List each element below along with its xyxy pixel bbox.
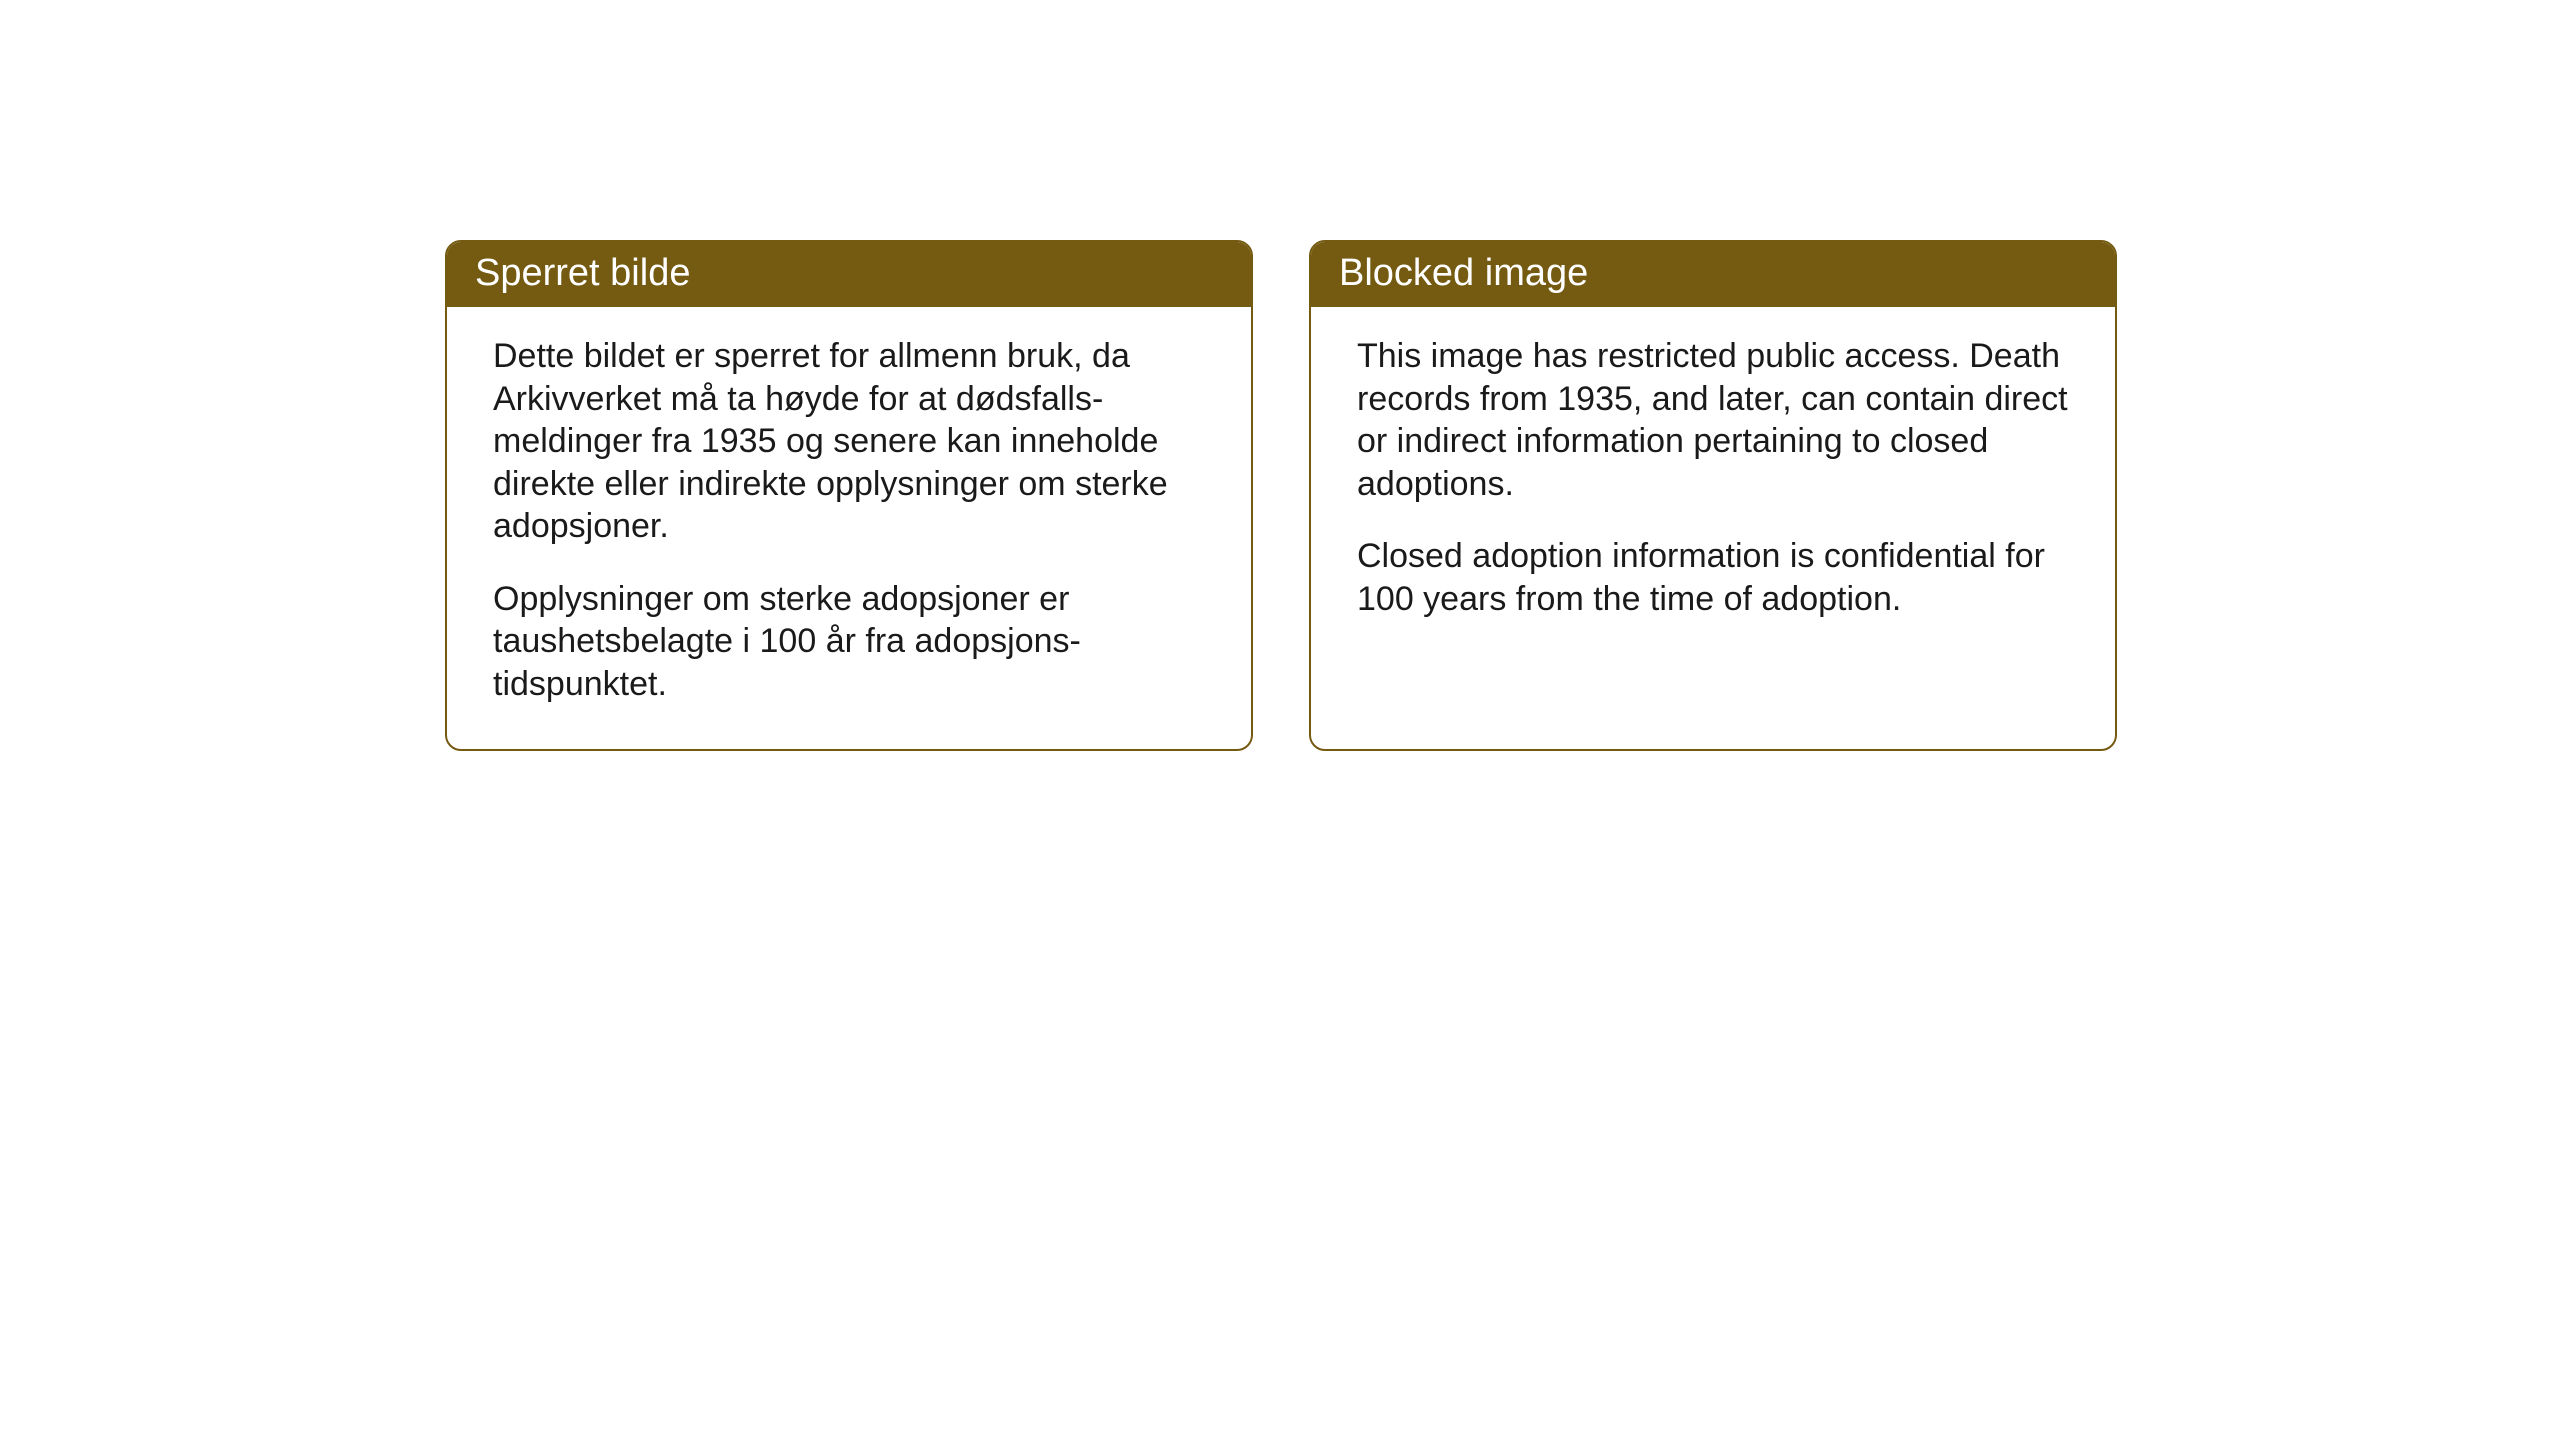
notice-container: Sperret bilde Dette bildet er sperret fo… [445,240,2117,751]
notice-card-english: Blocked image This image has restricted … [1309,240,2117,751]
notice-paragraph: Opplysninger om sterke adopsjoner er tau… [493,578,1205,706]
notice-body-norwegian: Dette bildet er sperret for allmenn bruk… [447,307,1251,749]
notice-paragraph: Closed adoption information is confident… [1357,535,2069,620]
notice-title: Blocked image [1339,252,1588,294]
notice-paragraph: This image has restricted public access.… [1357,335,2069,505]
notice-body-english: This image has restricted public access.… [1311,307,2115,664]
notice-card-norwegian: Sperret bilde Dette bildet er sperret fo… [445,240,1253,751]
notice-header-english: Blocked image [1311,242,2115,307]
notice-paragraph: Dette bildet er sperret for allmenn bruk… [493,335,1205,548]
notice-title: Sperret bilde [475,252,690,294]
notice-header-norwegian: Sperret bilde [447,242,1251,307]
